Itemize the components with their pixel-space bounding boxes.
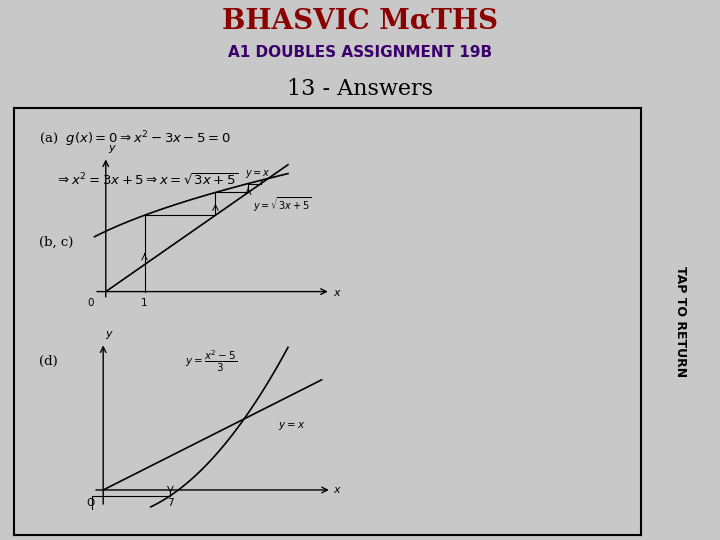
Text: (b, c): (b, c) [40, 236, 74, 249]
Text: $y$: $y$ [105, 329, 114, 341]
Text: 13 - Answers: 13 - Answers [287, 78, 433, 100]
Text: TAP TO RETURN: TAP TO RETURN [674, 266, 687, 377]
Text: $y = \dfrac{x^2-5}{3}$: $y = \dfrac{x^2-5}{3}$ [185, 349, 237, 374]
Text: 0: 0 [88, 298, 94, 308]
Text: $y = \sqrt{3x+5}$: $y = \sqrt{3x+5}$ [253, 195, 312, 214]
Text: O: O [86, 498, 95, 509]
Text: 7: 7 [167, 498, 174, 509]
Text: (d): (d) [40, 355, 58, 368]
Text: $y = x$: $y = x$ [246, 167, 271, 179]
Text: $x$: $x$ [333, 288, 341, 298]
Text: $x$: $x$ [333, 485, 342, 495]
Text: $\Rightarrow x^2 = 3x + 5 \Rightarrow x = \sqrt{3x+5}$: $\Rightarrow x^2 = 3x + 5 \Rightarrow x … [55, 172, 238, 187]
Text: A1 DOUBLES ASSIGNMENT 19B: A1 DOUBLES ASSIGNMENT 19B [228, 45, 492, 60]
Text: 1: 1 [141, 298, 148, 308]
Text: (a)  $g(x) = 0 \Rightarrow x^2 - 3x - 5 = 0$: (a) $g(x) = 0 \Rightarrow x^2 - 3x - 5 =… [40, 130, 231, 149]
Text: $y = x$: $y = x$ [278, 420, 305, 431]
Text: BHASVIC MαTHS: BHASVIC MαTHS [222, 8, 498, 35]
Text: $y$: $y$ [108, 143, 117, 156]
